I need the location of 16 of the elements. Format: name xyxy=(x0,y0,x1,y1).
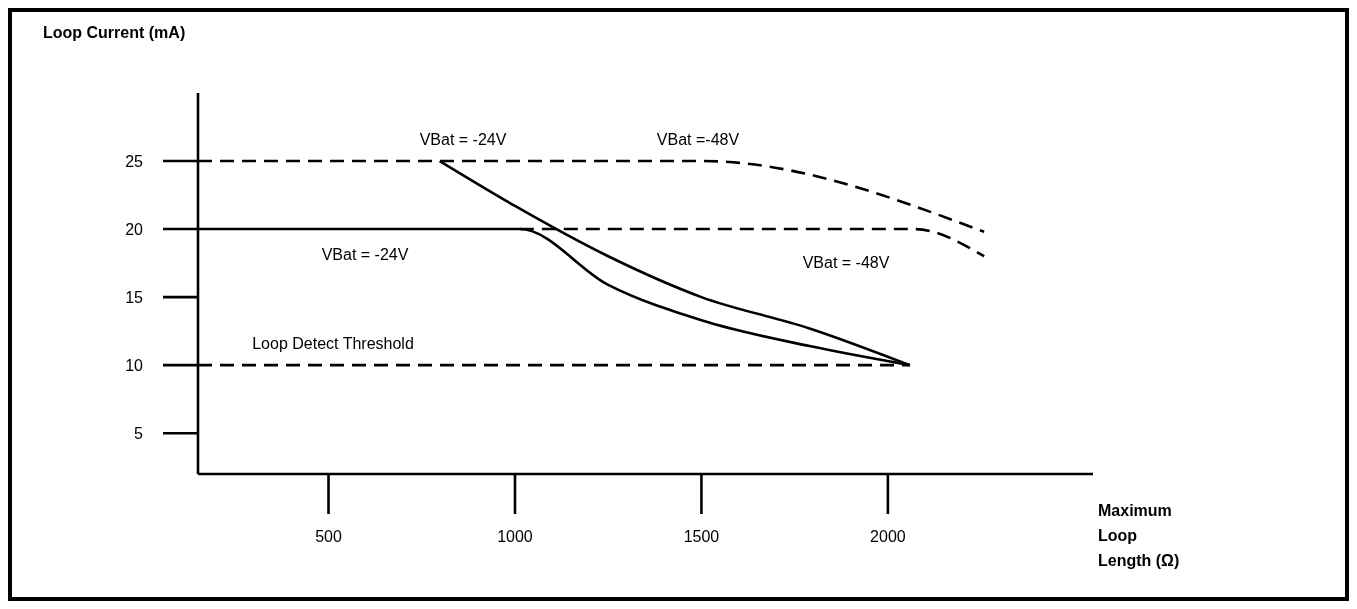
x-tick-label: 2000 xyxy=(870,528,906,545)
annotation: Loop Detect Threshold xyxy=(252,334,414,352)
annotation: VBat = -24V xyxy=(419,130,507,148)
y-tick-label: 10 xyxy=(125,356,144,374)
y-tick-label: 20 xyxy=(125,220,144,238)
y-tick-label: 15 xyxy=(125,288,144,306)
y-tick-label: 25 xyxy=(125,152,144,170)
x-tick-label: 1500 xyxy=(683,528,720,545)
x-tick-label: 500 xyxy=(315,528,342,545)
x-axis-title: Maximum Loop Length (Ω) xyxy=(1098,502,1180,569)
y-axis-title: Loop Current (mA) xyxy=(43,24,186,41)
y-tick-label: 5 xyxy=(134,424,144,442)
x-tick-label: 1000 xyxy=(497,528,533,545)
annotation: VBat = -48V xyxy=(802,253,890,271)
annotation: VBat = -24V xyxy=(321,245,409,263)
annotation: VBat =-48V xyxy=(656,130,740,148)
